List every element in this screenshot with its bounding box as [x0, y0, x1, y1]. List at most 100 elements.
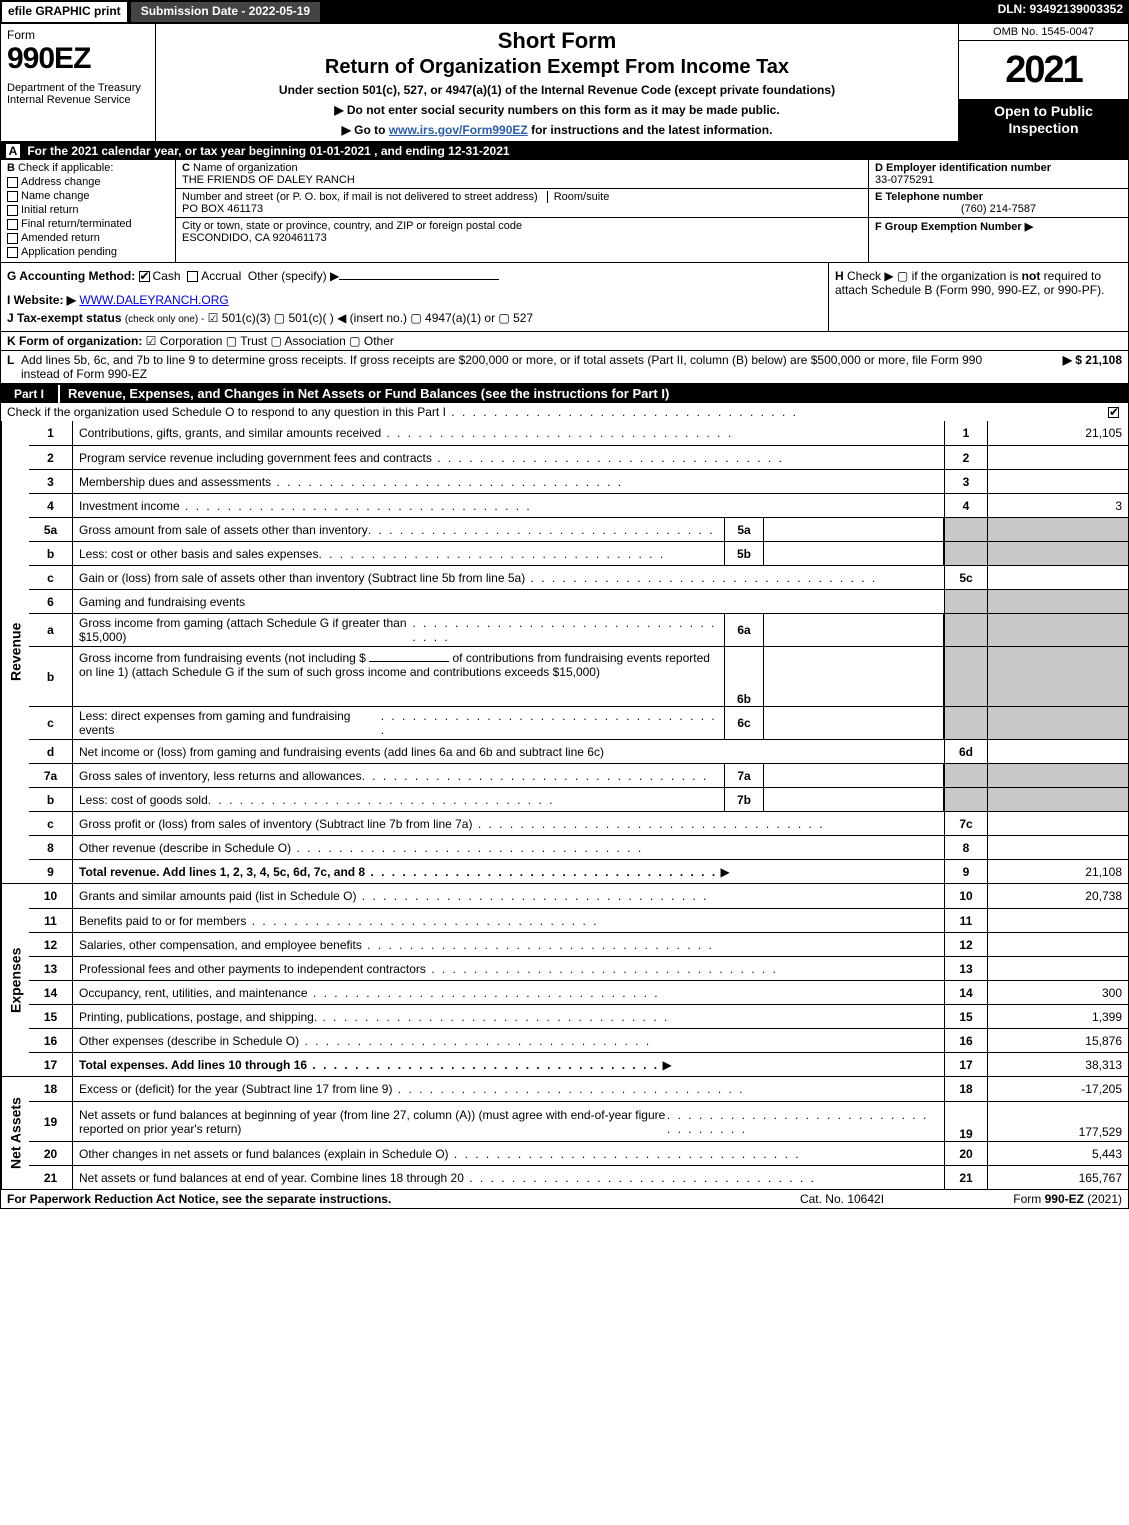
website-link[interactable]: WWW.DALEYRANCH.ORG — [79, 293, 228, 307]
line-num: 5a — [29, 518, 73, 541]
line-val: 38,313 — [988, 1053, 1128, 1076]
header-left: Form 990EZ Department of the Treasury In… — [1, 24, 156, 141]
line-val — [988, 518, 1128, 541]
mini-val[interactable] — [764, 707, 944, 739]
k-row: K Form of organization: ☑ Corporation ▢ … — [0, 332, 1129, 351]
b-check-item[interactable]: Application pending — [7, 246, 169, 258]
mini-val[interactable] — [764, 788, 944, 811]
h-text1: Check ▶ ▢ if the organization is — [847, 269, 1022, 283]
l-row: L Add lines 5b, 6c, and 7b to line 9 to … — [0, 351, 1129, 384]
line-val — [988, 788, 1128, 811]
form-word: Form — [7, 28, 149, 42]
cash-checkbox[interactable] — [139, 271, 150, 282]
part-1-schedule-o-check[interactable] — [1098, 405, 1122, 419]
line-num: 7a — [29, 764, 73, 787]
section-bcdef: B Check if applicable: Address changeNam… — [0, 160, 1129, 263]
mini-num: 6a — [724, 614, 764, 646]
mini-val[interactable] — [764, 542, 944, 565]
k-opts: ☑ Corporation ▢ Trust ▢ Association ▢ Ot… — [146, 334, 394, 348]
expenses-side-label: Expenses — [1, 884, 29, 1076]
mini-val[interactable] — [764, 614, 944, 646]
b-check-item[interactable]: Final return/terminated — [7, 218, 169, 230]
g-label: G Accounting Method: — [7, 269, 135, 283]
part-1-header: Part I Revenue, Expenses, and Changes in… — [0, 384, 1129, 403]
k-label: K Form of organization: — [7, 334, 142, 348]
goto-pre: ▶ Go to — [342, 123, 389, 137]
line-num: 13 — [29, 957, 73, 980]
line-desc: Less: cost of goods sold — [73, 788, 724, 811]
efile-print-label[interactable]: efile GRAPHIC print — [0, 0, 129, 24]
other-label: Other (specify) ▶ — [248, 269, 339, 283]
goto-post: for instructions and the latest informat… — [528, 123, 773, 137]
line-num: d — [29, 740, 73, 763]
row-a-text: For the 2021 calendar year, or tax year … — [27, 144, 509, 158]
f-row: F Group Exemption Number ▶ — [869, 218, 1128, 262]
line-rnum — [944, 542, 988, 565]
c-city-label: City or town, state or province, country… — [182, 220, 522, 232]
line-desc: Investment income — [73, 494, 944, 517]
col-def: D Employer identification number 33-0775… — [868, 160, 1128, 262]
line-desc: Gross sales of inventory, less returns a… — [73, 764, 724, 787]
h-label: H — [835, 269, 844, 283]
phone-value: (760) 214-7587 — [875, 203, 1122, 215]
line-5a: 5aGross amount from sale of assets other… — [29, 517, 1128, 541]
line-val — [988, 566, 1128, 589]
label-b: B — [7, 162, 15, 174]
b-check-item[interactable]: Amended return — [7, 232, 169, 244]
line-val: 21,108 — [988, 860, 1128, 883]
line-val — [988, 933, 1128, 956]
line-rnum: 9 — [944, 860, 988, 883]
line-rnum: 1 — [944, 421, 988, 445]
line-desc: Total expenses. Add lines 10 through 16 … — [73, 1053, 944, 1076]
col-b: B Check if applicable: Address changeNam… — [1, 160, 176, 262]
mini-val[interactable] — [764, 518, 944, 541]
line-desc: Gross profit or (loss) from sales of inv… — [73, 812, 944, 835]
line-num: 21 — [29, 1166, 73, 1189]
e-label: E Telephone number — [875, 191, 983, 203]
line-2: 2Program service revenue including gover… — [29, 445, 1128, 469]
line-val: 15,876 — [988, 1029, 1128, 1052]
line-val — [988, 614, 1128, 646]
line-desc: Membership dues and assessments — [73, 470, 944, 493]
line-17: 17Total expenses. Add lines 10 through 1… — [29, 1052, 1128, 1076]
line-num: 20 — [29, 1142, 73, 1165]
line-num: 6 — [29, 590, 73, 613]
accrual-checkbox[interactable] — [187, 271, 198, 282]
b-check-item[interactable]: Initial return — [7, 204, 169, 216]
line-num: 15 — [29, 1005, 73, 1028]
line-desc: Other expenses (describe in Schedule O) — [73, 1029, 944, 1052]
irs-link[interactable]: www.irs.gov/Form990EZ — [389, 123, 528, 137]
c-name-label: Name of organization — [193, 162, 298, 174]
line-desc: Gain or (loss) from sale of assets other… — [73, 566, 944, 589]
org-street: PO BOX 461173 — [182, 203, 263, 215]
other-specify-input[interactable] — [339, 279, 499, 280]
line-val — [988, 707, 1128, 739]
line-val — [988, 957, 1128, 980]
page-footer: For Paperwork Reduction Act Notice, see … — [0, 1190, 1129, 1209]
line-num: 18 — [29, 1077, 73, 1101]
cat-no: Cat. No. 10642I — [742, 1192, 942, 1206]
department-label: Department of the Treasury Internal Reve… — [7, 82, 149, 106]
i-label: I Website: ▶ — [7, 293, 76, 307]
line-desc: Gaming and fundraising events — [73, 590, 944, 613]
col-h: H Check ▶ ▢ if the organization is not r… — [828, 263, 1128, 331]
mini-val[interactable] — [764, 764, 944, 787]
header-right: OMB No. 1545-0047 2021 Open to Public In… — [958, 24, 1128, 141]
line-rnum: 13 — [944, 957, 988, 980]
line-desc: Net income or (loss) from gaming and fun… — [73, 740, 944, 763]
line-num: 9 — [29, 860, 73, 883]
line-rnum: 17 — [944, 1053, 988, 1076]
line-rnum — [944, 788, 988, 811]
b-check-item[interactable]: Address change — [7, 176, 169, 188]
subtitle: Under section 501(c), 527, or 4947(a)(1)… — [164, 83, 950, 97]
topbar-spacer — [322, 0, 991, 24]
line-rnum: 6d — [944, 740, 988, 763]
line-num: a — [29, 614, 73, 646]
line-val — [988, 764, 1128, 787]
mini-num: 7b — [724, 788, 764, 811]
line-num: b — [29, 542, 73, 565]
line-rnum: 5c — [944, 566, 988, 589]
line-val: 165,767 — [988, 1166, 1128, 1189]
b-check-item[interactable]: Name change — [7, 190, 169, 202]
part-1-subtitle-row: Check if the organization used Schedule … — [0, 403, 1129, 421]
